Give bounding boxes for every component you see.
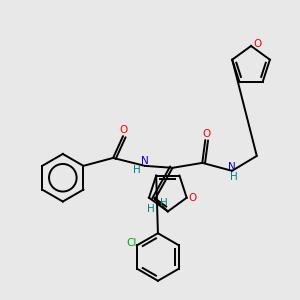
Text: H: H — [133, 165, 141, 175]
Text: O: O — [119, 125, 127, 135]
Text: H: H — [160, 197, 167, 208]
Text: N: N — [141, 156, 149, 166]
Text: O: O — [253, 39, 261, 49]
Text: N: N — [228, 162, 236, 172]
Text: O: O — [188, 193, 197, 203]
Text: Cl: Cl — [126, 238, 136, 248]
Text: H: H — [147, 204, 155, 214]
Text: H: H — [230, 172, 238, 182]
Text: O: O — [202, 129, 210, 139]
